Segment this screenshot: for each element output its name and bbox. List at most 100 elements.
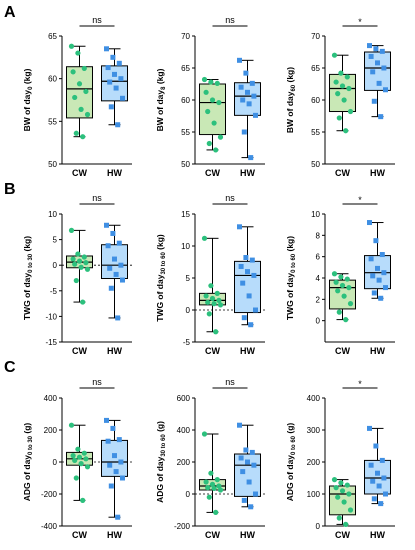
data-point	[241, 129, 247, 135]
data-point	[246, 479, 252, 485]
y-axis-label-subscript: 0 to 30	[28, 435, 34, 455]
data-point	[370, 69, 376, 75]
x-category-label: HW	[370, 346, 385, 356]
data-point	[217, 487, 224, 493]
data-point	[379, 48, 385, 54]
y-axis-label-unit: (kg)	[155, 68, 165, 86]
data-point	[373, 443, 379, 449]
y-tick-label: 4	[316, 274, 321, 283]
data-point	[203, 89, 209, 95]
data-point	[76, 81, 83, 87]
x-category-label: HW	[240, 168, 255, 178]
x-category-label: HW	[370, 168, 385, 178]
y-tick-label: -200	[41, 490, 58, 499]
y-axis-label-main: TWG of day	[155, 274, 165, 321]
x-category-label: HW	[240, 530, 255, 540]
box-iqr	[329, 73, 356, 113]
y-tick-label: 15	[181, 210, 190, 219]
data-point	[383, 87, 388, 93]
data-point	[245, 269, 250, 275]
data-point	[208, 79, 214, 85]
data-point	[343, 521, 349, 528]
data-point	[205, 108, 211, 115]
data-point	[251, 462, 257, 468]
data-point	[243, 70, 249, 76]
x-category-label: CW	[205, 346, 220, 356]
x-category-label: HW	[107, 530, 122, 540]
y-axis-label-unit: (kg)	[285, 236, 295, 254]
data-point	[238, 455, 244, 461]
data-point	[378, 501, 384, 507]
box-cw	[66, 422, 93, 503]
data-point	[205, 299, 211, 305]
y-tick-label: 0	[53, 261, 58, 270]
y-tick-label: 8	[316, 231, 321, 240]
box-iqr	[199, 83, 226, 136]
data-point	[335, 288, 341, 294]
box-iqr	[364, 459, 391, 495]
data-point	[367, 425, 372, 431]
data-point	[116, 240, 122, 246]
y-axis-label-unit: (kg)	[285, 67, 295, 85]
y-tick-label: 50	[181, 160, 190, 169]
y-tick-label: 400	[307, 394, 321, 403]
data-point	[381, 270, 387, 276]
data-point	[107, 265, 113, 271]
y-tick-label: 50	[48, 160, 57, 169]
data-point	[113, 469, 119, 475]
y-axis-label-subscript: 0 to 60	[291, 253, 297, 273]
data-point	[248, 155, 254, 161]
panel-letter-c: C	[4, 359, 16, 376]
data-point	[339, 488, 346, 494]
y-tick-label: 10	[311, 210, 320, 219]
y-tick-label: 70	[311, 32, 320, 41]
data-point	[341, 97, 347, 103]
data-point	[371, 290, 377, 296]
box-cw	[199, 431, 226, 515]
data-point	[347, 301, 354, 307]
x-category-label: HW	[370, 530, 385, 540]
data-point	[331, 271, 338, 277]
y-axis-label: BW of day8 (kg)	[155, 68, 167, 131]
box-cw	[199, 235, 226, 335]
data-point	[105, 438, 111, 444]
data-point	[107, 79, 113, 85]
data-point	[336, 515, 342, 521]
data-point	[209, 295, 216, 302]
y-tick-label: -400	[41, 522, 58, 531]
y-tick-label: 400	[44, 394, 58, 403]
box-hw	[364, 220, 391, 301]
data-point	[343, 128, 349, 134]
data-point	[378, 295, 384, 301]
data-point	[110, 54, 116, 60]
data-point	[81, 254, 87, 260]
significance-label: *	[358, 195, 362, 205]
chart-1: 50 55 60 65 70 BW of day8 (kg) CW HW ns	[155, 15, 265, 178]
y-tick-label: 10	[48, 210, 57, 219]
panel-letter-b: B	[4, 181, 16, 198]
y-axis-label: TWG of day0 to 30 (kg)	[22, 236, 34, 320]
box-cw	[329, 271, 356, 323]
data-point	[237, 224, 242, 230]
data-point	[201, 431, 208, 437]
box-hw	[234, 224, 261, 328]
data-point	[216, 483, 222, 489]
data-point	[118, 76, 124, 82]
data-point	[120, 95, 125, 101]
box-iqr	[234, 82, 261, 116]
data-point	[78, 461, 84, 467]
data-point	[206, 311, 212, 317]
data-point	[115, 122, 121, 128]
data-point	[343, 317, 349, 323]
box-hw	[364, 425, 391, 507]
data-point	[76, 454, 83, 460]
data-point	[203, 479, 209, 485]
data-point	[249, 257, 255, 263]
data-point	[347, 108, 354, 115]
data-point	[341, 293, 347, 299]
significance-label: *	[358, 379, 362, 389]
y-tick-label: -5	[183, 338, 191, 347]
data-point	[68, 422, 75, 428]
data-point	[347, 507, 354, 513]
